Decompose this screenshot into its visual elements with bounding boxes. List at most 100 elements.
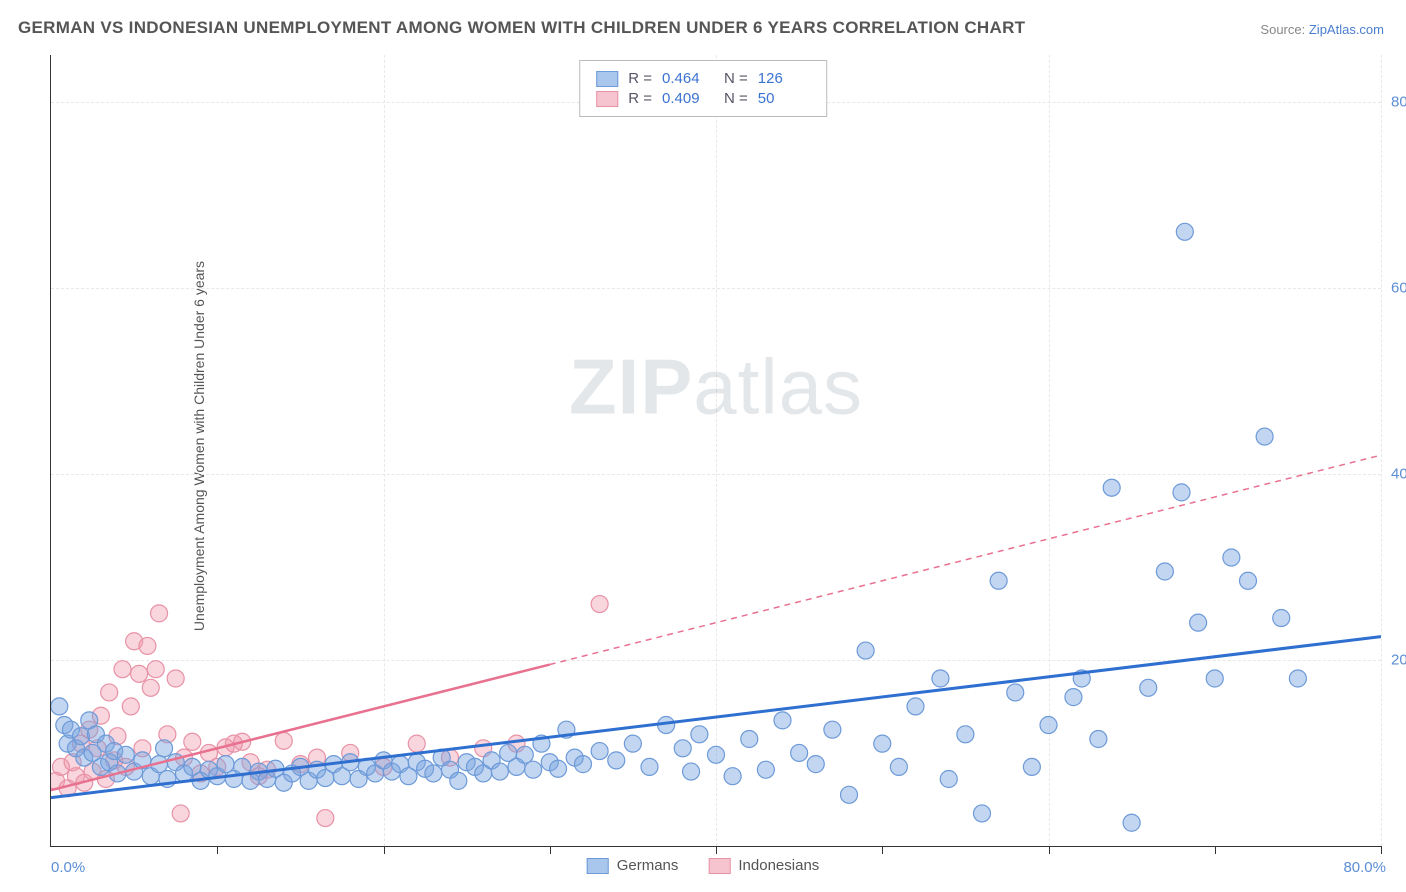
- data-point: [1007, 684, 1024, 701]
- data-point: [1206, 670, 1223, 687]
- data-point: [1123, 814, 1140, 831]
- data-point: [147, 661, 164, 678]
- data-point: [708, 746, 725, 763]
- data-point: [1103, 479, 1120, 496]
- n-label: N =: [724, 70, 748, 87]
- data-point: [1065, 689, 1082, 706]
- data-point: [117, 746, 134, 763]
- x-tick: [1215, 846, 1216, 854]
- data-point: [575, 756, 592, 773]
- data-point: [791, 744, 808, 761]
- data-point: [774, 712, 791, 729]
- data-point: [990, 572, 1007, 589]
- x-axis-min-label: 0.0%: [51, 859, 85, 876]
- data-point: [72, 728, 89, 745]
- legend-label: Germans: [617, 857, 679, 874]
- x-axis-max-label: 80.0%: [1343, 859, 1386, 876]
- legend-item-germans: Germans: [587, 857, 679, 874]
- pink-swatch: [596, 91, 618, 107]
- y-tick-label: 40.0%: [1391, 465, 1406, 482]
- data-point: [683, 763, 700, 780]
- data-point: [114, 661, 131, 678]
- data-point: [1176, 223, 1193, 240]
- data-point: [184, 733, 201, 750]
- data-point: [807, 756, 824, 773]
- scatter-svg: [51, 55, 1381, 846]
- data-point: [624, 735, 641, 752]
- r-value: 0.409: [662, 90, 714, 107]
- data-point: [1140, 679, 1157, 696]
- data-point: [1173, 484, 1190, 501]
- data-point: [1256, 428, 1273, 445]
- plot-area: ZIPatlas 0.0% 80.0% 20.0%40.0%60.0%80.0%: [50, 55, 1381, 847]
- gridline-vertical: [1381, 55, 1382, 846]
- data-point: [425, 765, 442, 782]
- y-tick-label: 20.0%: [1391, 651, 1406, 668]
- data-point: [1156, 563, 1173, 580]
- data-point: [491, 763, 508, 780]
- data-point: [591, 596, 608, 613]
- trend-line: [51, 637, 1381, 798]
- data-point: [907, 698, 924, 715]
- data-point: [857, 642, 874, 659]
- source-label: Source:: [1260, 22, 1305, 37]
- data-point: [741, 730, 758, 747]
- data-point: [641, 758, 658, 775]
- data-point: [139, 637, 156, 654]
- source-link[interactable]: ZipAtlas.com: [1309, 22, 1384, 37]
- chart-title: GERMAN VS INDONESIAN UNEMPLOYMENT AMONG …: [18, 18, 1025, 38]
- data-point: [151, 605, 168, 622]
- stats-row: R = 0.409 N = 50: [596, 90, 810, 107]
- data-point: [757, 761, 774, 778]
- data-point: [167, 670, 184, 687]
- x-tick: [1381, 846, 1382, 854]
- trend-line: [550, 455, 1381, 664]
- r-label: R =: [628, 70, 652, 87]
- y-tick-label: 80.0%: [1391, 93, 1406, 110]
- legend-item-indonesians: Indonesians: [708, 857, 819, 874]
- data-point: [691, 726, 708, 743]
- data-point: [217, 756, 234, 773]
- data-point: [674, 740, 691, 757]
- data-point: [1289, 670, 1306, 687]
- data-point: [156, 740, 173, 757]
- n-value: 50: [758, 90, 810, 107]
- data-point: [874, 735, 891, 752]
- x-tick: [1049, 846, 1050, 854]
- data-point: [142, 679, 159, 696]
- data-point: [1040, 717, 1057, 734]
- n-value: 126: [758, 70, 810, 87]
- data-point: [957, 726, 974, 743]
- data-point: [608, 752, 625, 769]
- blue-swatch: [596, 71, 618, 87]
- data-point: [51, 698, 68, 715]
- data-point: [1223, 549, 1240, 566]
- x-tick: [217, 846, 218, 854]
- x-tick: [384, 846, 385, 854]
- data-point: [1273, 610, 1290, 627]
- source-attribution: Source: ZipAtlas.com: [1260, 22, 1384, 37]
- data-point: [724, 768, 741, 785]
- pink-swatch: [708, 858, 730, 874]
- data-point: [824, 721, 841, 738]
- data-point: [940, 770, 957, 787]
- x-tick: [550, 846, 551, 854]
- data-point: [408, 735, 425, 752]
- data-point: [974, 805, 991, 822]
- data-point: [525, 761, 542, 778]
- correlation-stats-box: R = 0.464 N = 126 R = 0.409 N = 50: [579, 60, 827, 117]
- data-point: [1190, 614, 1207, 631]
- data-point: [275, 732, 292, 749]
- r-label: R =: [628, 90, 652, 107]
- data-point: [122, 698, 139, 715]
- data-point: [450, 772, 467, 789]
- r-value: 0.464: [662, 70, 714, 87]
- x-tick: [882, 846, 883, 854]
- n-label: N =: [724, 90, 748, 107]
- data-point: [1023, 758, 1040, 775]
- y-tick-label: 60.0%: [1391, 279, 1406, 296]
- data-point: [516, 746, 533, 763]
- data-point: [841, 786, 858, 803]
- data-point: [591, 743, 608, 760]
- data-point: [172, 805, 189, 822]
